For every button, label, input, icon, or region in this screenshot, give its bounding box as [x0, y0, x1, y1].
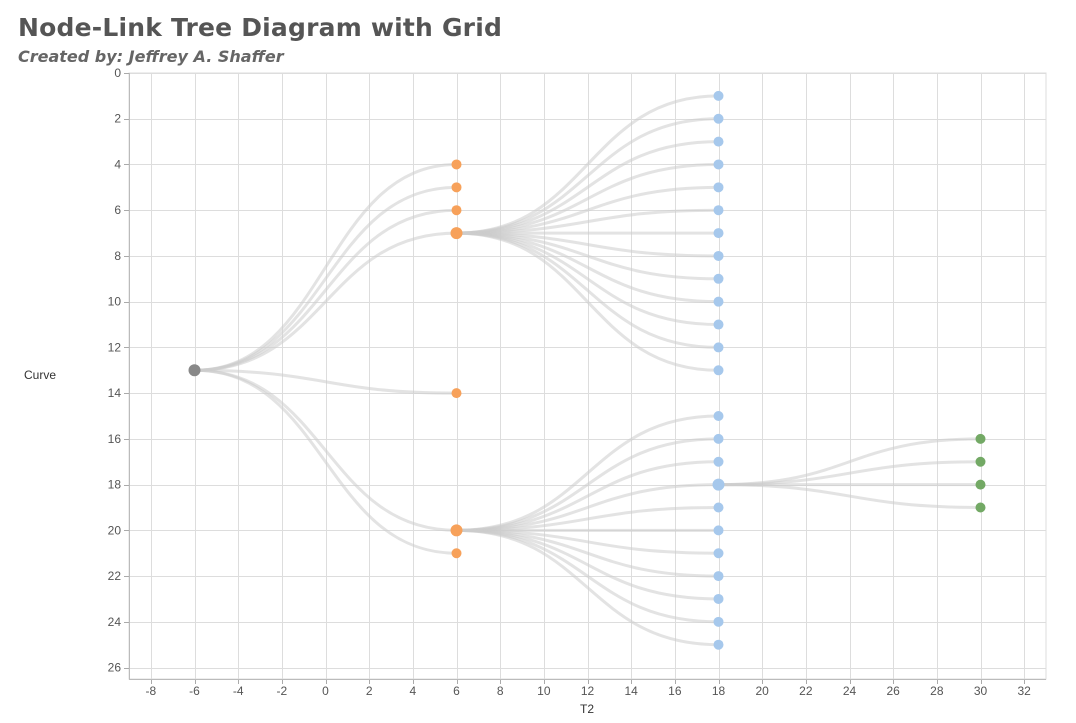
tree-link: [456, 140, 719, 235]
tree-link: [456, 231, 719, 327]
level2-node: [713, 411, 724, 422]
level1-node: [451, 182, 462, 193]
level3-node: [975, 502, 986, 513]
x-tick-label: 18: [712, 684, 726, 698]
x-tick-label: 4: [409, 684, 416, 698]
level1-node: [450, 524, 463, 537]
level2-node: [713, 433, 724, 444]
x-tick-label: 10: [537, 684, 551, 698]
tree-link: [194, 368, 457, 395]
tree-links: [194, 94, 981, 647]
x-tick-label: 14: [624, 684, 638, 698]
level1-node: [451, 548, 462, 559]
x-tick-label: 8: [497, 684, 504, 698]
x-tick-label: -6: [189, 684, 200, 698]
y-tick-label: 4: [114, 157, 121, 171]
x-tick-label: 26: [886, 684, 900, 698]
tree-link: [456, 231, 719, 349]
level2-node: [713, 639, 724, 650]
tree-link: [718, 483, 981, 509]
x-tick-label: 20: [755, 684, 769, 698]
level2-node: [713, 616, 724, 627]
x-tick-label: 16: [668, 684, 682, 698]
x-tick-label: 6: [453, 684, 460, 698]
y-tick-label: 24: [108, 615, 122, 629]
tree-link: [456, 231, 719, 372]
level2-node: [713, 250, 724, 261]
level2-node: [713, 136, 724, 147]
axes: -8 -6 -4 -2 0 2 4 6 8 10 12 14 16 18 20 22 24 26 28 30 32024…: [108, 66, 1046, 698]
y-axis-title: Curve: [24, 368, 56, 382]
level2-node: [713, 548, 724, 559]
tree-link: [194, 231, 457, 372]
level2-node: [713, 113, 724, 124]
level2-node: [713, 342, 724, 353]
x-tick-label: 24: [843, 684, 857, 698]
level3-node: [975, 479, 986, 490]
tree-link: [456, 117, 719, 235]
level2-node: [713, 159, 724, 170]
x-tick-label: -2: [276, 684, 287, 698]
x-tick-label: -8: [145, 684, 156, 698]
grid-lines: [128, 72, 1047, 680]
y-tick-label: 6: [114, 203, 121, 217]
y-tick-label: 0: [114, 66, 121, 80]
y-tick-label: 14: [108, 386, 122, 400]
y-tick-label: 26: [108, 661, 122, 675]
level2-node: [713, 502, 724, 513]
level2-node: [713, 319, 724, 330]
level2-node: [713, 273, 724, 284]
level2-node: [713, 525, 724, 536]
level3-node: [975, 456, 986, 467]
level2-node: [713, 365, 724, 376]
tree-nodes: [188, 90, 986, 650]
x-tick-label: 30: [974, 684, 988, 698]
y-tick-label: 16: [108, 432, 122, 446]
tree-link: [194, 208, 457, 372]
level2-node: [713, 90, 724, 101]
tree-link: [718, 460, 981, 487]
level1-node: [451, 159, 462, 170]
chart-title: Node-Link Tree Diagram with Grid: [18, 13, 503, 42]
level2-node: [713, 205, 724, 216]
level2-node: [713, 571, 724, 582]
x-tick-label: 0: [322, 684, 329, 698]
tree-link: [456, 528, 719, 647]
root-node: [188, 364, 201, 377]
level2-node: [713, 296, 724, 307]
level1-node: [451, 205, 462, 216]
level2-node: [712, 478, 725, 491]
level1-node: [450, 227, 463, 240]
level2-node: [713, 228, 724, 239]
level3-node: [975, 433, 986, 444]
x-tick-label: 12: [581, 684, 595, 698]
y-tick-label: 18: [108, 478, 122, 492]
y-tick-label: 20: [108, 523, 122, 537]
tree-link: [194, 368, 457, 555]
level2-node: [713, 593, 724, 604]
x-tick-label: -4: [233, 684, 244, 698]
y-tick-label: 10: [108, 295, 122, 309]
x-tick-label: 22: [799, 684, 813, 698]
y-tick-label: 12: [108, 340, 122, 354]
tree-link: [456, 437, 719, 532]
x-tick-label: 28: [930, 684, 944, 698]
level2-node: [713, 456, 724, 467]
y-tick-label: 22: [108, 569, 122, 583]
y-tick-label: 2: [114, 112, 121, 126]
x-tick-label: 32: [1017, 684, 1031, 698]
x-tick-label: 2: [366, 684, 373, 698]
chart-subtitle: Created by: Jeffrey A. Shaffer: [18, 47, 284, 66]
level2-node: [713, 182, 724, 193]
tree-link: [194, 368, 457, 532]
y-tick-label: 8: [114, 249, 121, 263]
x-axis-title: T2: [580, 702, 594, 716]
level1-node: [451, 388, 462, 399]
tree-link: [456, 414, 719, 532]
